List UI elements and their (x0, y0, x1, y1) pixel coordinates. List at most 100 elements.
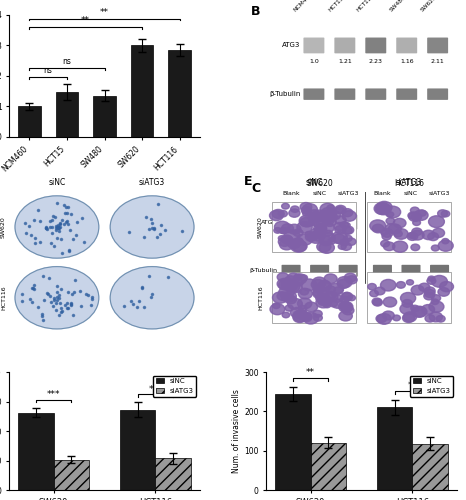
Circle shape (409, 212, 421, 222)
Circle shape (290, 240, 307, 252)
Text: 1.0: 1.0 (378, 235, 387, 240)
Circle shape (370, 290, 378, 296)
Circle shape (281, 278, 294, 287)
Circle shape (331, 299, 344, 308)
Circle shape (431, 299, 439, 304)
Circle shape (338, 302, 353, 312)
Circle shape (288, 282, 302, 293)
Circle shape (297, 234, 312, 245)
Bar (169, 50, 191, 137)
Text: HCT15: HCT15 (328, 0, 345, 12)
Circle shape (288, 239, 300, 248)
Circle shape (348, 295, 356, 300)
Circle shape (394, 230, 402, 237)
Circle shape (394, 228, 408, 239)
Circle shape (327, 205, 334, 210)
FancyBboxPatch shape (339, 214, 358, 230)
Circle shape (334, 222, 345, 230)
Text: siNC: siNC (305, 178, 322, 188)
Circle shape (297, 222, 312, 233)
Circle shape (436, 316, 445, 322)
Circle shape (318, 299, 327, 306)
Circle shape (285, 276, 296, 284)
Circle shape (300, 275, 308, 280)
Circle shape (280, 228, 288, 234)
Text: 1.08: 1.08 (405, 235, 417, 240)
Circle shape (293, 274, 307, 284)
Circle shape (280, 239, 294, 250)
Circle shape (343, 227, 352, 234)
Circle shape (281, 280, 295, 290)
Circle shape (319, 216, 326, 221)
Circle shape (428, 232, 439, 240)
Circle shape (337, 276, 352, 288)
Text: SW480: SW480 (389, 0, 407, 12)
Circle shape (425, 287, 435, 295)
Circle shape (322, 232, 335, 242)
Circle shape (375, 287, 385, 295)
Circle shape (376, 203, 391, 215)
Circle shape (290, 308, 304, 318)
Circle shape (317, 242, 331, 252)
Bar (377, 408, 412, 490)
Bar (155, 458, 191, 490)
FancyBboxPatch shape (272, 272, 356, 323)
Circle shape (340, 240, 349, 246)
Circle shape (316, 293, 329, 303)
Circle shape (316, 224, 326, 232)
Legend: siNC, siATG3: siNC, siATG3 (153, 376, 196, 396)
Circle shape (372, 298, 382, 306)
Text: **: ** (100, 8, 109, 17)
Circle shape (300, 202, 312, 211)
Circle shape (319, 280, 330, 288)
Text: ATG3: ATG3 (261, 220, 278, 224)
Text: HCT116: HCT116 (258, 286, 263, 310)
Circle shape (323, 302, 331, 308)
Circle shape (381, 228, 393, 237)
Circle shape (328, 238, 336, 244)
Circle shape (298, 288, 312, 299)
Bar (93, 96, 116, 137)
Text: **: ** (81, 16, 90, 25)
Circle shape (429, 216, 445, 228)
Circle shape (412, 228, 422, 235)
Circle shape (406, 280, 413, 285)
Circle shape (321, 208, 336, 219)
Circle shape (333, 234, 345, 243)
Circle shape (277, 273, 289, 281)
Circle shape (313, 287, 327, 298)
Circle shape (308, 216, 323, 226)
Circle shape (429, 312, 442, 322)
Circle shape (302, 313, 312, 320)
Circle shape (324, 230, 332, 236)
Circle shape (282, 312, 290, 318)
Bar (131, 46, 153, 137)
Circle shape (291, 206, 299, 212)
Circle shape (335, 206, 346, 214)
Text: siNC: siNC (48, 178, 66, 188)
Circle shape (308, 212, 322, 223)
Circle shape (400, 304, 415, 314)
Circle shape (316, 297, 331, 308)
Circle shape (374, 203, 390, 214)
Circle shape (386, 218, 395, 224)
Circle shape (407, 232, 418, 240)
Text: siNC: siNC (313, 192, 327, 196)
Circle shape (340, 302, 352, 311)
Text: 1.21: 1.21 (338, 59, 352, 64)
Text: SW620: SW620 (306, 179, 333, 188)
Circle shape (441, 210, 450, 217)
Circle shape (285, 305, 293, 311)
Circle shape (278, 237, 291, 246)
Circle shape (340, 296, 349, 303)
Circle shape (344, 236, 352, 242)
Text: 2.23: 2.23 (369, 59, 383, 64)
Circle shape (325, 218, 334, 224)
Bar (275, 394, 311, 490)
Circle shape (337, 280, 350, 288)
Bar (412, 444, 448, 490)
Text: **: ** (306, 368, 315, 377)
Circle shape (335, 226, 346, 234)
Circle shape (335, 216, 346, 224)
Circle shape (413, 306, 427, 316)
